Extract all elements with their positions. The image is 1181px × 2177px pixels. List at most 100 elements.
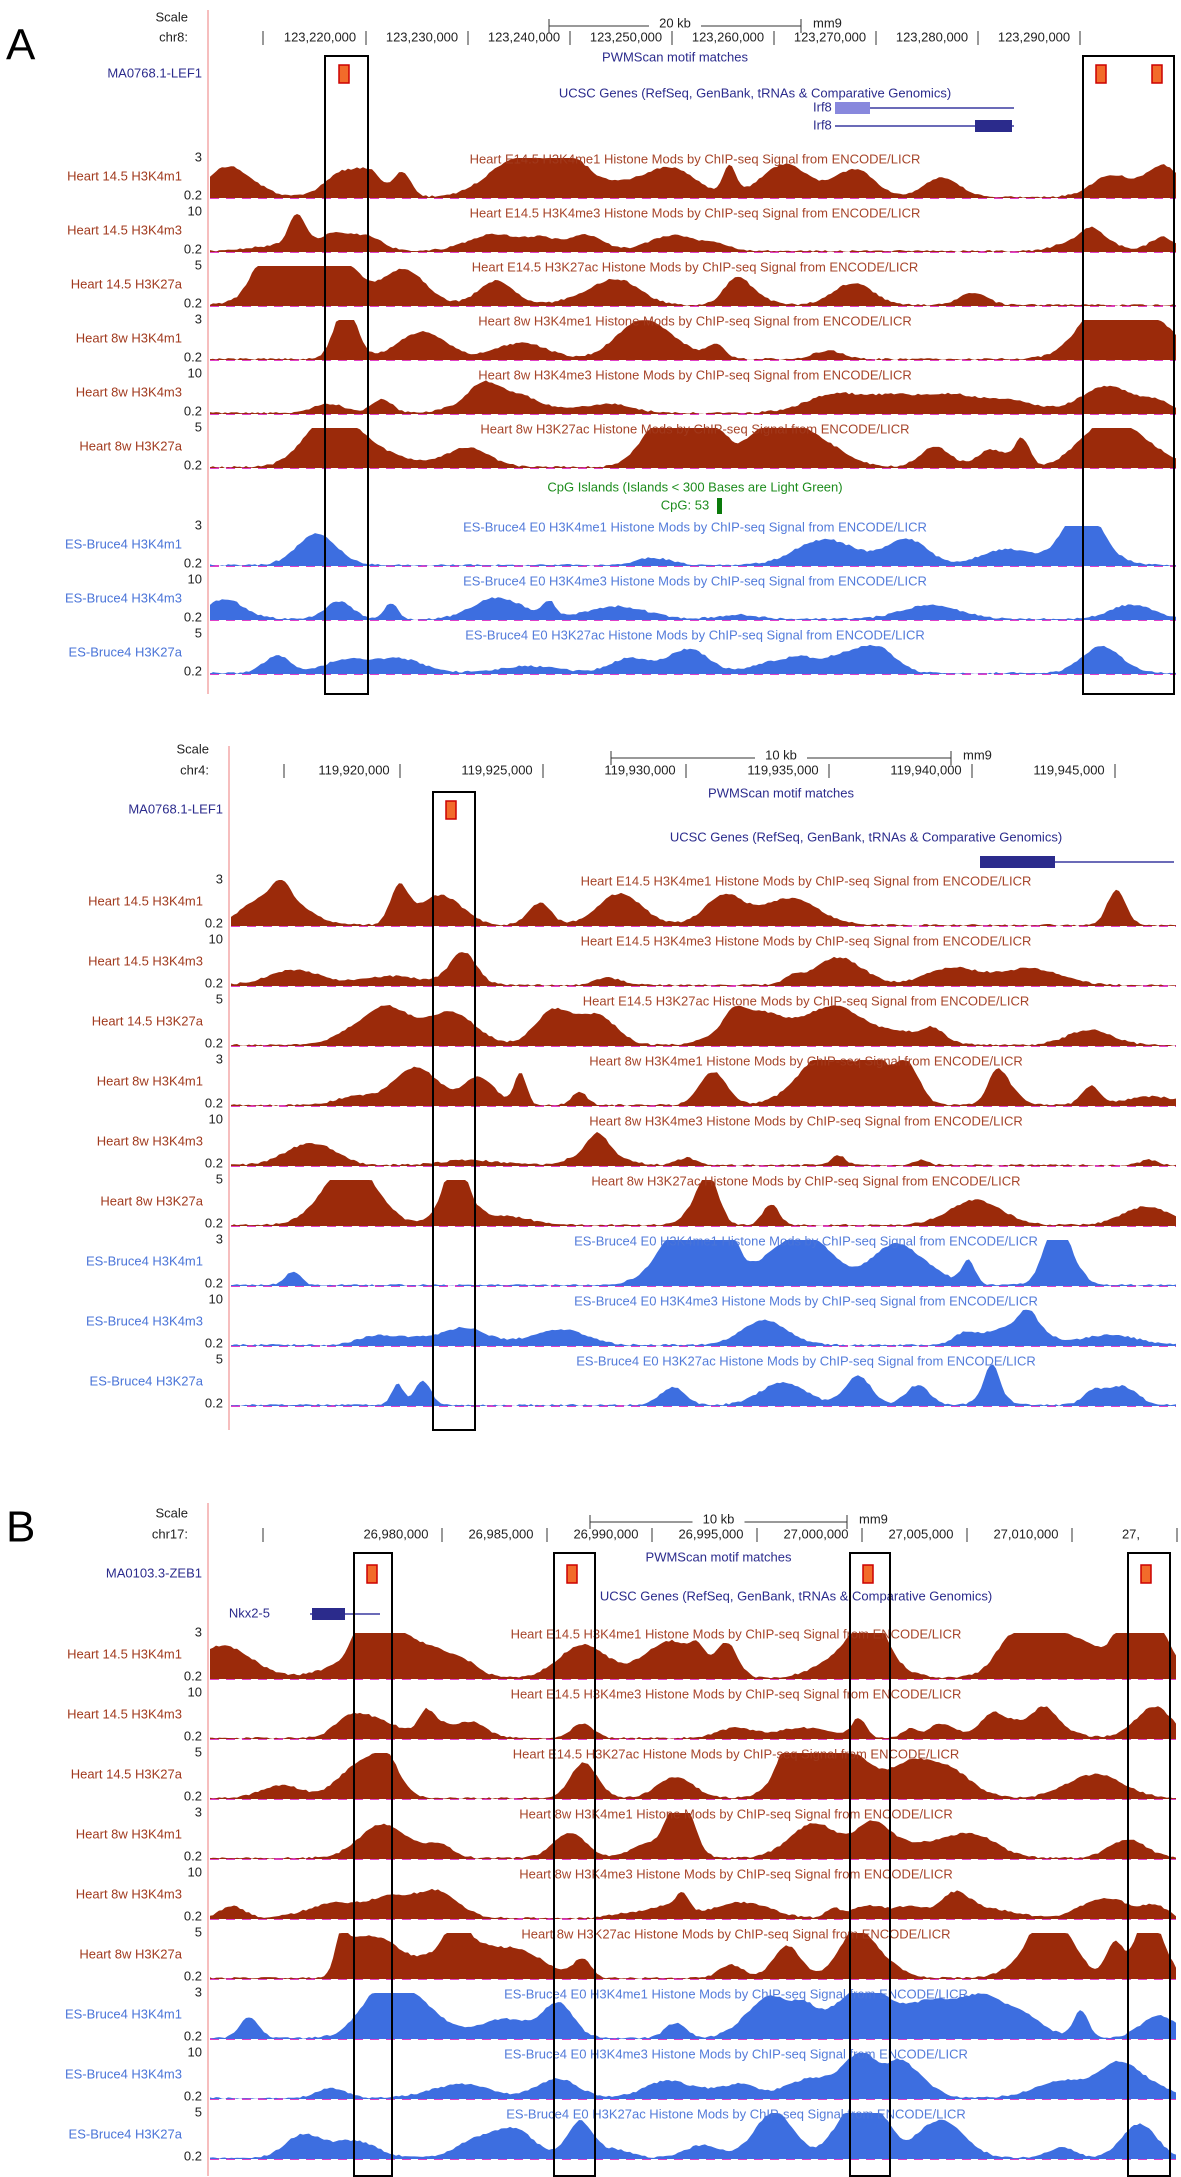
- track-label: Heart 8w H3K4m1: [76, 330, 182, 345]
- cpg-title: CpG Islands (Islands < 300 Bases are Lig…: [547, 479, 842, 494]
- signal-area: [210, 1888, 1176, 1919]
- track-label: ES-Bruce4 H3K4m3: [86, 1313, 203, 1328]
- track-label: Heart 14.5 H3K4m3: [88, 953, 203, 968]
- scale-bar-label: 20 kb: [659, 15, 691, 30]
- track-min: 0.2: [205, 1395, 223, 1410]
- scale-bar-bg: [649, 16, 701, 32]
- track-max: 10: [188, 1684, 202, 1699]
- track-max: 10: [209, 1291, 223, 1306]
- assembly-label: mm9: [859, 1511, 888, 1526]
- track-min: 0.2: [184, 555, 202, 570]
- track-min: 0.2: [184, 1848, 202, 1863]
- track-max: 5: [195, 1744, 202, 1759]
- track-min: 0.2: [184, 663, 202, 678]
- signal-area: [231, 1240, 1176, 1286]
- coordinate-label: 27,000,000: [783, 1526, 848, 1541]
- track-min: 0.2: [205, 1155, 223, 1170]
- gene-exon: [975, 120, 1012, 132]
- motif-match: [366, 1564, 378, 1584]
- track-max: 3: [195, 311, 202, 326]
- signal-area: [210, 158, 1176, 198]
- track-label: ES-Bruce4 H3K4m1: [65, 536, 182, 551]
- track-title: Heart E14.5 H3K4me1 Histone Mods by ChIP…: [581, 873, 1032, 888]
- track-label: ES-Bruce4 H3K27a: [69, 2126, 183, 2141]
- track-title: Heart 8w H3K4me1 Histone Mods by ChIP-se…: [519, 1806, 953, 1821]
- track-title: ES-Bruce4 E0 H3K4me3 Histone Mods by ChI…: [504, 2046, 968, 2061]
- track-min: 0.2: [184, 2148, 202, 2163]
- coordinate-label: 123,270,000: [794, 29, 866, 44]
- motif-highlight-box: [324, 55, 369, 695]
- coordinate-label: 27,005,000: [888, 1526, 953, 1541]
- track-max: 5: [216, 991, 223, 1006]
- signal-area: [210, 214, 1176, 252]
- motif-match: [862, 1564, 874, 1584]
- motif-track-title: PWMScan motif matches: [646, 1549, 792, 1564]
- track-title: Heart 8w H3K4me3 Histone Mods by ChIP-se…: [589, 1113, 1023, 1128]
- track-title: Heart E14.5 H3K4me1 Histone Mods by ChIP…: [511, 1626, 962, 1641]
- coordinate-label: 119,920,000: [318, 762, 389, 777]
- scale-bar-bg: [692, 1512, 745, 1528]
- track-min: 0.2: [184, 295, 202, 310]
- coordinate-label: 26,980,000: [363, 1526, 428, 1541]
- motif-highlight-box: [1127, 1552, 1171, 2177]
- track-min: 0.2: [184, 2088, 202, 2103]
- track-label: ES-Bruce4 H3K4m3: [65, 590, 182, 605]
- coordinate-label: 123,230,000: [386, 29, 458, 44]
- track-title: ES-Bruce4 E0 H3K27ac Histone Mods by ChI…: [576, 1353, 1036, 1368]
- scale-label: Scale: [155, 1505, 188, 1520]
- gene-exon: [980, 856, 1055, 868]
- browser-panel: B Scale chr17: 10 kb mm9 26,980,000 26,985,000…: [6, 1503, 1178, 2177]
- track-max: 5: [195, 2104, 202, 2119]
- coordinate-label: 26,995,000: [678, 1526, 743, 1541]
- signal-area: [210, 597, 1176, 620]
- motif-match: [1140, 1564, 1152, 1584]
- track-title: ES-Bruce4 E0 H3K4me3 Histone Mods by ChI…: [574, 1293, 1038, 1308]
- cpg-island: [717, 498, 722, 514]
- coordinate-label: 27,: [1122, 1526, 1140, 1541]
- signal-area: [210, 1753, 1176, 1799]
- chrom-label: chr8:: [159, 29, 188, 44]
- track-title: Heart E14.5 H3K4me1 Histone Mods by ChIP…: [470, 151, 921, 166]
- track-max: 10: [209, 1111, 223, 1126]
- signal-area: [210, 2053, 1176, 2099]
- signal-area: [210, 320, 1176, 360]
- track-label: Heart 14.5 H3K4m3: [67, 1706, 182, 1721]
- track-min: 0.2: [184, 1968, 202, 1983]
- track-max: 3: [216, 871, 223, 886]
- track-title: ES-Bruce4 E0 H3K27ac Histone Mods by ChI…: [506, 2106, 966, 2121]
- track-max: 3: [195, 1804, 202, 1819]
- track-max: 3: [216, 1231, 223, 1246]
- track-label: ES-Bruce4 H3K4m1: [86, 1253, 203, 1268]
- track-title: Heart 8w H3K27ac Histone Mods by ChIP-se…: [480, 421, 909, 436]
- coordinate-label: 123,250,000: [590, 29, 662, 44]
- track-min: 0.2: [184, 187, 202, 202]
- track-label: Heart 8w H3K4m1: [97, 1073, 203, 1088]
- track-max: 5: [195, 1924, 202, 1939]
- track-max: 3: [195, 517, 202, 532]
- track-label: ES-Bruce4 H3K4m3: [65, 2066, 182, 2081]
- track-label: Heart 8w H3K4m3: [76, 1886, 182, 1901]
- track-min: 0.2: [184, 1668, 202, 1683]
- track-min: 0.2: [184, 241, 202, 256]
- track-title: ES-Bruce4 E0 H3K27ac Histone Mods by ChI…: [465, 627, 925, 642]
- track-max: 10: [209, 931, 223, 946]
- track-min: 0.2: [205, 1035, 223, 1050]
- signal-area: [210, 526, 1176, 566]
- track-max: 5: [216, 1171, 223, 1186]
- track-min: 0.2: [184, 2028, 202, 2043]
- motif-match: [1151, 64, 1163, 84]
- track-max: 5: [216, 1351, 223, 1366]
- track-label: Heart 14.5 H3K4m1: [67, 168, 182, 183]
- signal-area: [231, 1364, 1176, 1406]
- track-label: ES-Bruce4 H3K27a: [90, 1373, 204, 1388]
- track-label: Heart 8w H3K27a: [79, 438, 182, 453]
- track-title: Heart E14.5 H3K4me3 Histone Mods by ChIP…: [470, 205, 921, 220]
- track-max: 10: [188, 2044, 202, 2059]
- track-min: 0.2: [184, 403, 202, 418]
- motif-match: [338, 64, 350, 84]
- track-title: Heart 8w H3K4me3 Histone Mods by ChIP-se…: [519, 1866, 953, 1881]
- coordinate-label: 119,945,000: [1033, 762, 1104, 777]
- track-min: 0.2: [205, 1095, 223, 1110]
- track-label: Heart 8w H3K27a: [79, 1946, 182, 1961]
- motif-highlight-box: [1082, 55, 1175, 695]
